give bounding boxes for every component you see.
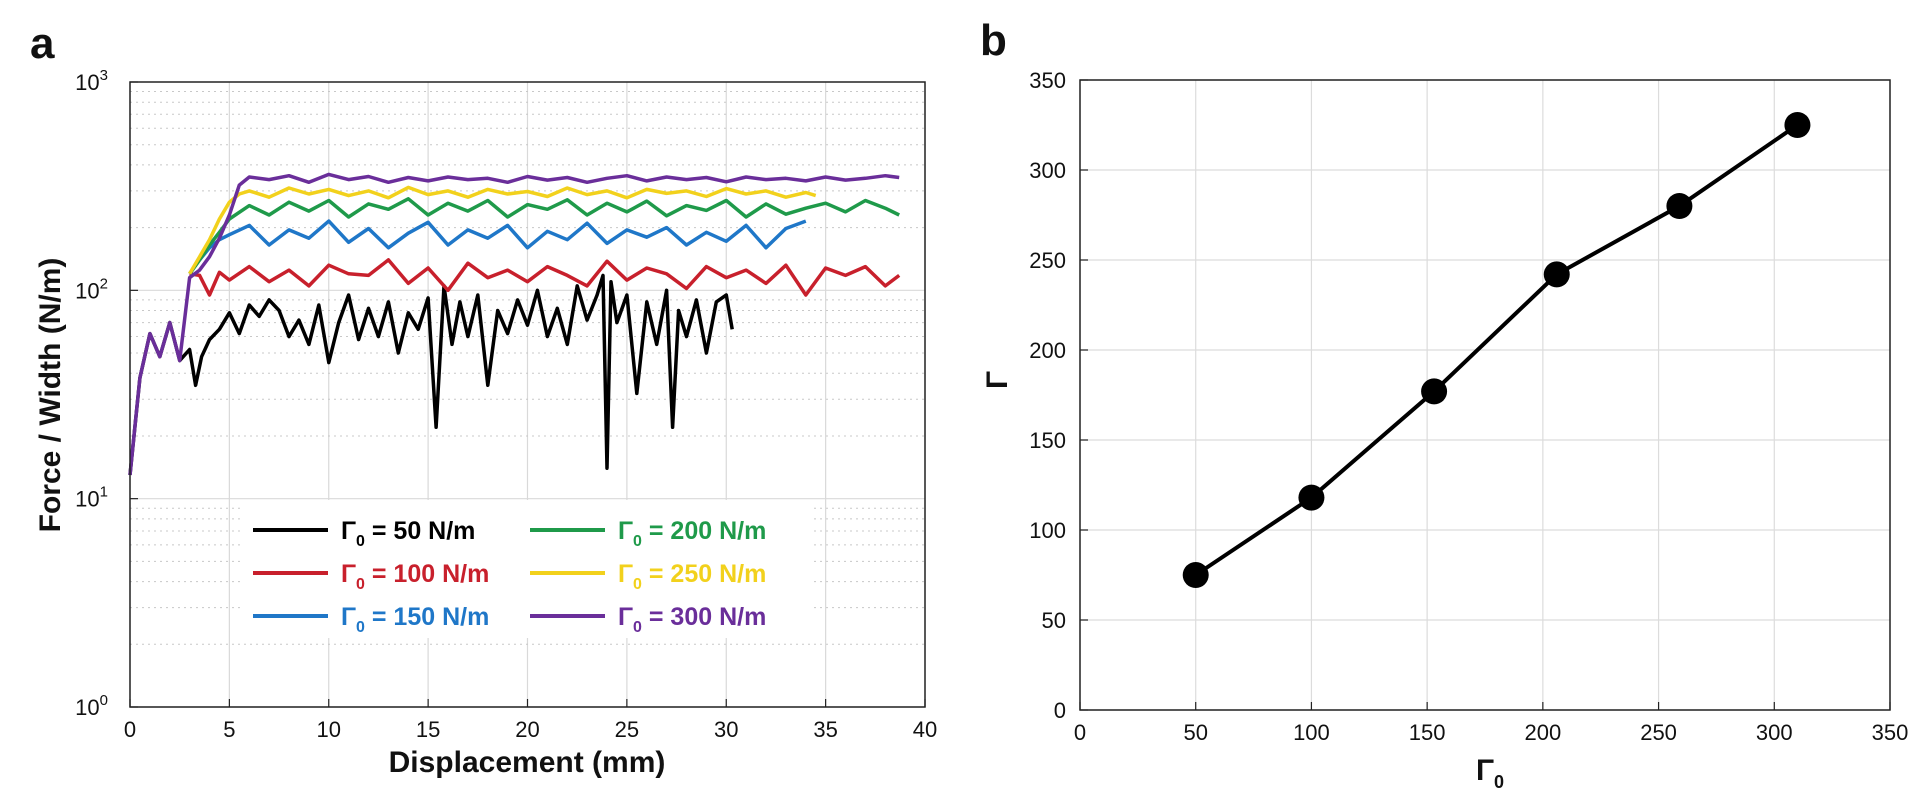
legend-box <box>243 500 811 638</box>
series-line <box>188 185 817 275</box>
x-tick-label: 40 <box>913 717 937 742</box>
legend-entry-label: Γ0 = 150 N/m <box>341 603 489 636</box>
ticks-a: 0 5 10 15 20 25 30 35 40 100 101 102 103 <box>75 67 937 742</box>
legend-entry-label: Γ0 = 300 N/m <box>618 603 766 636</box>
x-tick-label: 20 <box>515 717 539 742</box>
chart-b: b 0 50 100 150 200 250 300 350 0 50 100 150 200 250 30… <box>980 16 1908 792</box>
y-tick-label: 102 <box>75 275 108 303</box>
x-tick-label: 0 <box>124 717 136 742</box>
x-axis-label-a: Displacement (mm) <box>389 746 666 779</box>
x-tick-label: 15 <box>416 717 440 742</box>
y-tick-label: 100 <box>75 692 108 720</box>
data-point-marker <box>1182 562 1209 588</box>
x-tick-label: 350 <box>1872 720 1909 745</box>
grid-b <box>1079 79 1891 711</box>
x-axis-label-b: Γ0 <box>1476 754 1504 792</box>
y-axis-label-b: Γ <box>981 371 1014 389</box>
series-line <box>128 172 900 476</box>
plot-area-b <box>1182 112 1811 588</box>
plot-area-a <box>128 172 901 476</box>
x-tick-label: 300 <box>1756 720 1793 745</box>
legend-entry-label: Γ0 = 50 N/m <box>341 517 475 550</box>
y-tick-label: 100 <box>1029 518 1066 543</box>
data-point-marker <box>1543 261 1570 288</box>
legend-entry-label: Γ0 = 100 N/m <box>341 560 489 593</box>
chart-a: a 0 5 10 15 20 25 30 35 40 100 101 102 103 Displacem… <box>30 19 937 779</box>
y-tick-label: 101 <box>75 484 108 512</box>
y-axis-label-a: Force / Width (N/m) <box>34 258 67 533</box>
data-point-marker <box>1421 378 1448 405</box>
x-tick-label: 150 <box>1409 720 1446 745</box>
axes-frame-b <box>1079 79 1891 711</box>
ticks-b: 0 50 100 150 200 250 300 350 0 50 100 150 200 250 300 3… <box>1029 68 1908 745</box>
y-tick-label: 250 <box>1029 248 1066 273</box>
x-tick-label: 25 <box>615 717 639 742</box>
y-tick-label: 200 <box>1029 338 1066 363</box>
panel-label-b: b <box>980 16 1007 65</box>
y-tick-label: 103 <box>75 67 108 95</box>
x-tick-label: 5 <box>223 717 235 742</box>
data-point-marker <box>1298 484 1325 511</box>
y-tick-label: 350 <box>1029 68 1066 93</box>
x-tick-label: 10 <box>317 717 341 742</box>
x-tick-label: 50 <box>1183 720 1207 745</box>
y-tick-label: 50 <box>1042 608 1066 633</box>
y-tick-label: 300 <box>1029 158 1066 183</box>
legend-entry-label: Γ0 = 200 N/m <box>618 517 766 550</box>
legend-a: Γ0 = 50 N/m Γ0 = 200 N/m Γ0 = 100 N/m Γ0 = … <box>243 500 811 638</box>
y-tick-label: 150 <box>1029 428 1066 453</box>
x-tick-label: 250 <box>1640 720 1677 745</box>
legend-entry-label: Γ0 = 250 N/m <box>618 560 766 593</box>
series-line <box>128 273 734 476</box>
series-line <box>188 219 807 275</box>
x-tick-label: 30 <box>714 717 738 742</box>
x-tick-label: 100 <box>1293 720 1330 745</box>
y-tick-label: 0 <box>1054 698 1066 723</box>
x-tick-label: 200 <box>1524 720 1561 745</box>
series-line <box>188 197 900 275</box>
panel-label-a: a <box>30 19 55 68</box>
data-point-marker <box>1666 193 1693 219</box>
x-tick-label: 35 <box>813 717 837 742</box>
x-tick-label: 0 <box>1074 720 1086 745</box>
data-point-marker <box>1784 112 1811 138</box>
series-line <box>189 258 901 297</box>
series-line <box>1194 123 1799 577</box>
